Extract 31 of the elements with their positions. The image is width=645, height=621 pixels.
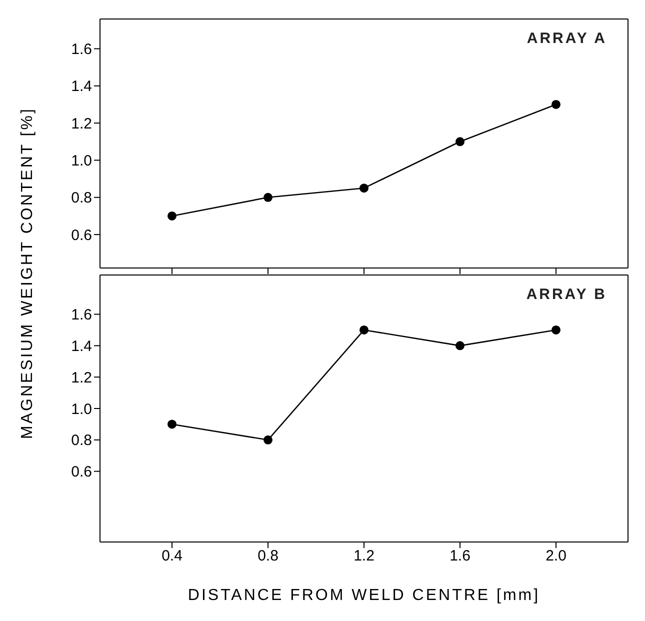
- x-axis-title: DISTANCE FROM WELD CENTRE [mm]: [188, 587, 540, 604]
- point: [456, 341, 464, 350]
- y-tick-label: 1.6: [71, 306, 92, 324]
- x-tick-label: 1.2: [354, 548, 374, 565]
- annotation: ARRAY B: [526, 286, 607, 303]
- y-tick-label: 0.6: [71, 226, 92, 244]
- y-tick-label: 0.8: [71, 432, 92, 450]
- point: [264, 435, 272, 444]
- y-tick-label: 0.6: [71, 464, 92, 481]
- y-tick-label: 1.6: [71, 41, 92, 58]
- point: [552, 325, 560, 334]
- x-tick-label: 2.0: [546, 548, 566, 565]
- x-tick-label: 1.6: [450, 548, 470, 565]
- y-tick-label: 0.8: [71, 190, 92, 207]
- point: [360, 325, 368, 334]
- y-tick-label: 1.2: [71, 369, 92, 386]
- y-tick-label: 1.2: [71, 115, 92, 132]
- y-tick-label: 1.4: [71, 78, 92, 96]
- x-tick-label: 0.8: [258, 548, 278, 565]
- point: [168, 211, 176, 220]
- y-tick-label: 1.4: [71, 338, 92, 355]
- y-tick-label: 1.0: [71, 400, 92, 418]
- y-tick-label: 1.0: [71, 152, 92, 170]
- point: [264, 192, 272, 202]
- point: [168, 420, 176, 429]
- x-tick-label: 0.4: [162, 548, 182, 565]
- y-axis-title: MAGNESIUM WEIGHT CONTENT [%]: [19, 107, 37, 439]
- annotation: ARRAY A: [526, 30, 607, 47]
- point: [552, 100, 560, 109]
- point: [360, 184, 368, 193]
- point: [456, 137, 464, 146]
